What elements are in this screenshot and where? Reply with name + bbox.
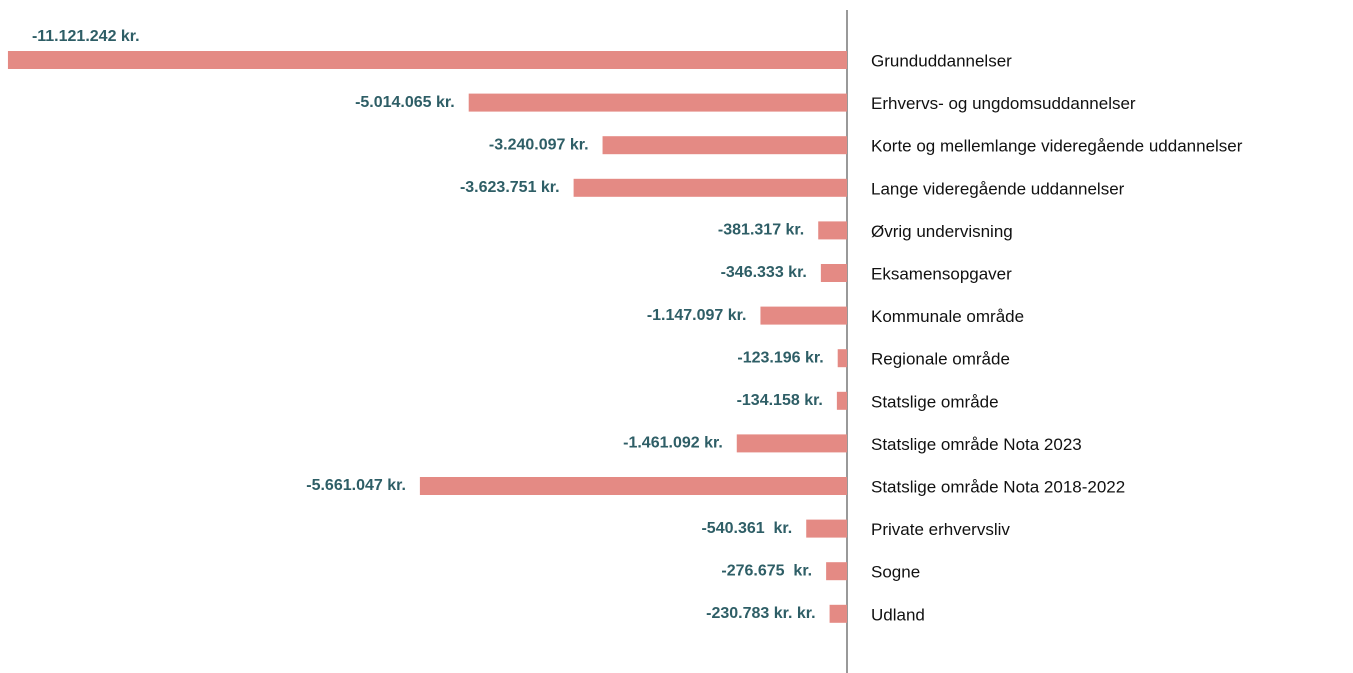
value-label: -3.240.097 kr. — [489, 136, 589, 153]
bar — [829, 604, 847, 623]
value-label: -123.196 kr. — [737, 349, 823, 366]
value-label: -134.158 kr. — [737, 392, 823, 409]
category-label: Eksamensopgaver — [871, 264, 1012, 283]
value-label: -381.317 kr. — [718, 222, 804, 239]
bar — [419, 477, 847, 495]
value-label: -540.361 kr. — [701, 520, 792, 537]
value-label: -5.014.065 kr. — [355, 94, 455, 111]
category-label: Statslige område Nota 2018-2022 — [871, 477, 1125, 496]
value-label: -11.121.242 kr. — [32, 28, 140, 45]
value-label: -346.333 kr. — [721, 264, 807, 281]
value-label: -1.147.097 kr. — [647, 307, 747, 324]
category-label: Øvrig undervisning — [871, 222, 1013, 241]
bar — [7, 51, 847, 69]
bar — [820, 264, 847, 282]
category-label: Statslige område Nota 2023 — [871, 435, 1082, 454]
value-label: -1.461.092 kr. — [623, 435, 723, 452]
category-label: Erhvervs- og ungdomsuddannelser — [871, 94, 1136, 113]
bar — [826, 562, 847, 581]
category-label: Kommunale område — [871, 307, 1024, 326]
value-label: -230.783 kr. kr. — [706, 605, 815, 622]
category-label: Statslige område — [871, 392, 999, 411]
bar — [837, 349, 847, 368]
bar — [818, 221, 847, 240]
category-label: Sogne — [871, 563, 920, 582]
value-label: -5.661.047 kr. — [306, 477, 406, 494]
bar — [760, 306, 847, 325]
category-label: Lange videregående uddannelser — [871, 179, 1125, 198]
category-label: Grunduddannelser — [871, 51, 1012, 70]
category-label: Private erhvervsliv — [871, 520, 1010, 539]
value-label: -276.675 kr. — [721, 562, 812, 579]
category-label: Udland — [871, 605, 925, 624]
bar — [836, 391, 847, 410]
bar — [806, 519, 847, 538]
bar — [602, 136, 847, 155]
bar — [468, 93, 847, 112]
bar — [573, 178, 847, 197]
bar — [736, 434, 847, 453]
category-label: Korte og mellemlange videregående uddann… — [871, 137, 1243, 156]
value-label: -3.623.751 kr. — [460, 179, 560, 196]
category-label: Regionale område — [871, 350, 1010, 369]
